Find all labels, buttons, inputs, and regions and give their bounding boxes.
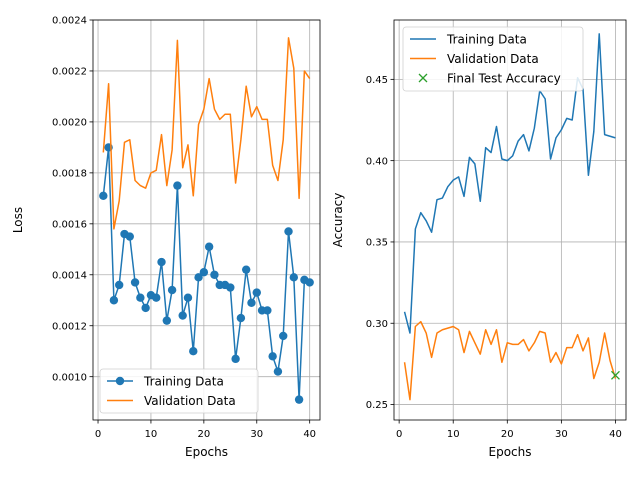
loss-training-data-point [305, 278, 314, 287]
loss-training-data-point [114, 280, 124, 290]
accuracy-final-test-accuracy-point [610, 370, 620, 380]
accuracy-validation-data-line [403, 320, 617, 401]
loss-training-data-point [162, 316, 172, 325]
accuracy-y-tick-label: 0.30 [366, 319, 388, 330]
loss-chart: 0 10 20 30 40 0.0010 0.0012 0.0014 0.0016 0.0018… [11, 16, 321, 459]
loss-y-tick-label: 0.0016 [52, 219, 87, 230]
loss-grid [93, 19, 320, 420]
accuracy-x-tick-label: 20 [501, 429, 514, 440]
loss-training-data-point [194, 273, 203, 282]
loss-training-data-point [189, 347, 198, 356]
loss-legend-box [99, 368, 259, 414]
loss-training-data-point [183, 293, 193, 302]
accuracy-legend-final-test-accuracy-marker [418, 73, 428, 83]
loss-validation-data-line [102, 37, 311, 230]
loss-training-data-point [294, 395, 304, 404]
loss-training-data-point [152, 293, 161, 302]
loss-training-data-line [102, 146, 311, 401]
loss-x-tick-label: 0 [95, 429, 101, 440]
loss-x-ticks: 0 10 20 30 40 [95, 420, 316, 440]
loss-training-data-point [210, 270, 219, 279]
loss-training-data-point [136, 293, 145, 302]
loss-training-data-point [247, 298, 256, 308]
loss-y-tick-label: 0.0022 [52, 67, 87, 78]
loss-legend-validation-data-label: Validation Data [144, 394, 236, 408]
accuracy-legend-training-data-label: Training Data [446, 33, 527, 47]
loss-x-tick-label: 30 [250, 429, 263, 440]
loss-x-tick-label: 10 [145, 429, 158, 440]
accuracy-x-tick-label: 0 [396, 429, 402, 440]
loss-training-data-point [241, 265, 251, 274]
accuracy-legend-box [402, 26, 584, 92]
loss-training-data-point [109, 296, 119, 305]
accuracy-y-tick-label: 0.40 [366, 156, 388, 167]
accuracy-chart: 0 10 20 30 40 0.25 0.30 0.35 0.40 0.45 Epochs Ac… [331, 19, 627, 459]
loss-training-data-point [130, 278, 140, 287]
loss-training-data-point [125, 232, 134, 241]
loss-training-data-point [157, 257, 166, 267]
loss-training-data-point [99, 191, 108, 200]
loss-y-tick-label: 0.0018 [52, 168, 87, 179]
loss-x-tick-label: 40 [303, 429, 316, 440]
loss-training-data-point [204, 242, 214, 251]
loss-training-data-point [284, 227, 293, 236]
loss-y-tick-label: 0.0010 [52, 372, 87, 383]
loss-legend-training-data-label: Training Data [143, 375, 224, 389]
loss-y-axis-label: Loss [11, 207, 25, 233]
accuracy-x-tick-label: 30 [555, 429, 568, 440]
accuracy-y-tick-label: 0.35 [366, 238, 388, 249]
accuracy-axes-frame [393, 19, 627, 421]
accuracy-x-ticks: 0 10 20 30 40 [396, 420, 622, 440]
loss-training-data-point [199, 268, 209, 277]
loss-legend: Training Data Validation Data [99, 368, 259, 414]
accuracy-y-tick-label: 0.45 [366, 75, 388, 86]
loss-training-data-point [173, 181, 182, 190]
loss-y-tick-label: 0.0024 [52, 16, 87, 27]
loss-legend-training-data-marker [115, 376, 125, 386]
accuracy-legend-validation-data-label: Validation Data [447, 52, 539, 66]
accuracy-y-ticks: 0.25 0.30 0.35 0.40 0.45 [366, 75, 394, 411]
loss-training-data-point [226, 283, 235, 292]
loss-x-tick-label: 20 [197, 429, 210, 440]
loss-training-data-point [252, 288, 261, 297]
loss-training-data-point [268, 352, 277, 361]
accuracy-y-axis-label: Accuracy [331, 193, 345, 248]
loss-training-data-point [289, 273, 299, 282]
loss-y-tick-label: 0.0014 [52, 270, 87, 281]
accuracy-x-axis-label: Epochs [489, 445, 532, 459]
loss-y-tick-label: 0.0012 [52, 321, 87, 332]
loss-training-data-point [231, 354, 240, 364]
loss-training-data-point [236, 313, 246, 323]
loss-training-data-point [141, 303, 150, 313]
loss-training-data-point [263, 306, 272, 315]
loss-training-data-point [167, 285, 177, 295]
loss-y-tick-label: 0.0020 [52, 118, 87, 129]
loss-training-data-point [178, 311, 187, 320]
loss-series [99, 37, 314, 404]
loss-training-data-point [273, 367, 283, 376]
loss-training-data-point [279, 331, 288, 341]
accuracy-legend: Training Data Validation Data Final Test A… [402, 26, 584, 92]
accuracy-x-tick-label: 40 [609, 429, 622, 440]
loss-y-ticks: 0.0010 0.0012 0.0014 0.0016 0.0018 0.0020 0.00… [52, 16, 93, 383]
accuracy-legend-final-test-accuracy-label: Final Test Accuracy [447, 72, 561, 86]
loss-x-axis-label: Epochs [185, 445, 228, 459]
accuracy-y-tick-label: 0.25 [366, 400, 388, 411]
loss-axes-frame [92, 19, 321, 421]
accuracy-x-tick-label: 10 [447, 429, 460, 440]
